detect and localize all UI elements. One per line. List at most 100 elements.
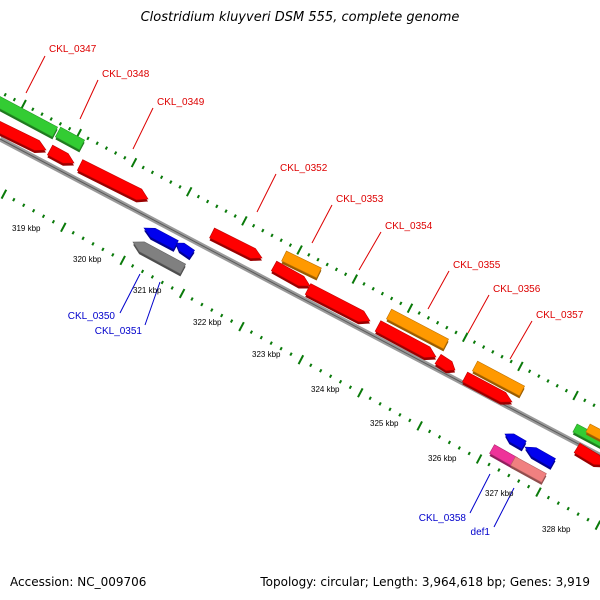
feature-gray-0351-body	[133, 241, 186, 274]
gene-label-ckl-0350[interactable]: CKL_0350	[68, 311, 116, 322]
outer-tick-row	[3, 92, 596, 408]
outer-tick	[517, 361, 524, 372]
cds-0353-edge	[270, 260, 311, 287]
outer-tick	[509, 359, 513, 364]
cds-0348	[46, 144, 75, 166]
map-title: Clostridium kluyveri DSM 555, complete g…	[140, 10, 460, 25]
outer-tick	[141, 165, 145, 170]
gene-label-ckl-0357[interactable]: CKL_0357	[536, 310, 584, 321]
feature-blue-0350b-edge	[175, 242, 195, 259]
feature-green-0347	[0, 96, 58, 140]
scale-tick	[319, 368, 323, 373]
cds-0352	[209, 227, 263, 261]
gene-label-ckl-0348[interactable]: CKL_0348	[102, 69, 150, 80]
feature-gray-0351	[132, 241, 187, 277]
scale-tick	[594, 520, 600, 531]
outer-tick	[196, 194, 201, 199]
gene-label-ckl-0351[interactable]: CKL_0351	[95, 326, 143, 337]
cds-0355-body	[375, 320, 436, 358]
feature-pink-0358-body	[489, 444, 518, 467]
cds-0349	[76, 159, 149, 203]
feature-orange-0357	[472, 360, 525, 399]
callout-ckl-0354	[358, 231, 382, 271]
gene-label-ckl-0352[interactable]: CKL_0352	[280, 163, 328, 174]
cds-0347-edge	[0, 120, 47, 151]
outer-tick	[426, 316, 431, 320]
cds-0354	[304, 283, 371, 325]
outer-tick	[481, 345, 486, 349]
cds-0354-body	[305, 283, 370, 322]
gene-label-ckl-0347[interactable]: CKL_0347	[49, 44, 97, 55]
callout-ckl-0348	[79, 79, 99, 120]
cds-0357	[462, 371, 513, 405]
outer-tick	[251, 223, 256, 228]
scale-tick	[416, 420, 423, 431]
outer-tick	[20, 99, 27, 110]
outer-tick	[371, 286, 375, 291]
scale-tick	[378, 401, 382, 406]
feature-orange-0353	[281, 250, 322, 281]
outer-tick	[500, 354, 504, 359]
gene-label-ckl-0358[interactable]: CKL_0358	[419, 513, 467, 524]
scale-tick	[22, 203, 26, 208]
cds-0356-edge	[434, 353, 456, 372]
gene-label-ckl-0353[interactable]: CKL_0353	[336, 194, 384, 205]
cds-0355	[374, 320, 437, 361]
scale-tick	[200, 302, 204, 307]
outer-tick	[380, 291, 385, 296]
cds-0348-body	[47, 145, 74, 164]
reverse-gene-labels: CKL_0350 CKL_0351 CKL_0358 def1	[68, 311, 491, 538]
scale-tick	[457, 446, 461, 450]
feature-blue-0350b-body	[176, 243, 195, 258]
scale-tick	[238, 321, 245, 332]
outer-tick	[564, 388, 569, 393]
scale-tick	[249, 330, 254, 334]
scale-tick	[31, 208, 36, 213]
scale-tick	[229, 319, 234, 323]
outer-tick	[123, 155, 127, 160]
feature-blue-0358a	[504, 433, 527, 452]
feature-salmon-def1-edge	[510, 456, 547, 483]
scale-tick	[348, 385, 353, 390]
scale-tick	[297, 354, 305, 365]
outer-tick	[31, 107, 35, 112]
scale-tick	[487, 462, 491, 467]
forward-gene-labels: CKL_0347 CKL_0348 CKL_0349 CKL_0352 CKL_…	[49, 44, 584, 321]
outer-tick	[205, 199, 210, 204]
gene-label-ckl-0356[interactable]: CKL_0356	[493, 284, 541, 295]
outer-tick	[279, 238, 283, 243]
gene-label-def1[interactable]: def1	[471, 527, 491, 538]
gene-label-ckl-0354[interactable]: CKL_0354	[385, 221, 433, 232]
feature-orange-0357-edge	[472, 360, 525, 397]
scale-tick	[566, 506, 570, 511]
feature-green-edge-body	[572, 424, 600, 447]
scale-label-322: 322 kbp	[193, 318, 222, 327]
gene-label-ckl-0355[interactable]: CKL_0355	[453, 260, 501, 271]
outer-tick	[399, 301, 403, 306]
outer-tick	[3, 92, 7, 97]
cds-0357-edge	[462, 371, 513, 403]
cds-0357-body	[462, 372, 512, 403]
outer-tick	[185, 186, 193, 197]
scale-tick	[586, 517, 590, 522]
scale-tick	[130, 264, 135, 268]
cds-0353-body	[271, 261, 310, 286]
gene-label-ckl-0349[interactable]: CKL_0349	[157, 97, 205, 108]
scale-tick	[447, 440, 452, 445]
scale-tick	[119, 255, 126, 266]
outer-tick	[362, 282, 366, 286]
scale-tick	[546, 495, 551, 500]
outer-tick	[169, 180, 173, 184]
scale-tick	[210, 308, 214, 312]
feature-green-0348-body	[55, 127, 85, 150]
callout-lines	[25, 55, 533, 528]
feature-orange-0353-body	[281, 251, 322, 278]
callout-ckl-0358	[469, 473, 491, 514]
outer-tick	[261, 228, 265, 233]
feature-blue-0358b	[524, 446, 556, 470]
feature-orange-0355-body	[386, 309, 449, 349]
scale-tick	[467, 451, 471, 456]
outer-tick	[472, 340, 477, 345]
scale-labels: 319 kbp 320 kbp 321 kbp 322 kbp 323 kbp …	[12, 224, 571, 534]
